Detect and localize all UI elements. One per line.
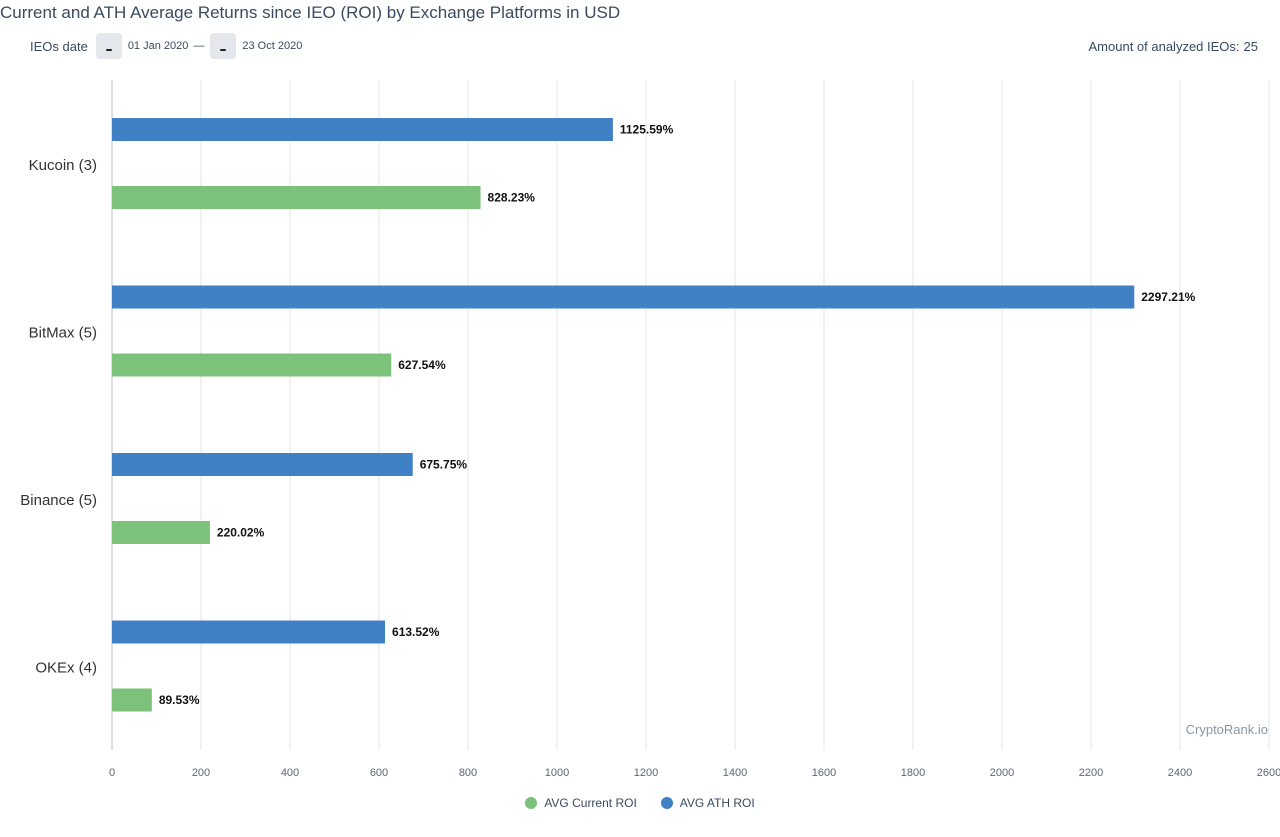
data-label-ath: 675.75%	[420, 458, 468, 472]
legend-dot-current	[525, 797, 538, 809]
legend-label-ath: AVG ATH ROI	[679, 796, 755, 810]
data-label-ath: 2297.21%	[1141, 290, 1195, 304]
category-label: BitMax (5)	[29, 324, 97, 341]
x-tick-label: 400	[281, 767, 299, 779]
bar-current-roi	[112, 186, 481, 209]
x-tick-label: 2600	[1257, 767, 1280, 779]
x-tick-label: 200	[192, 767, 210, 779]
x-tick-label: 1000	[545, 767, 569, 779]
category-label: OKEx (4)	[35, 659, 97, 676]
date-to-value: 23 Oct 2020	[242, 40, 303, 52]
chart-legend: AVG Current ROI AVG ATH ROI	[0, 796, 1280, 810]
analyzed-count-label: Amount of analyzed IEOs:	[1088, 39, 1240, 54]
x-tick-label: 1800	[901, 767, 925, 779]
x-tick-label: 2200	[1079, 767, 1103, 779]
data-label-current: 828.23%	[488, 191, 536, 205]
data-label-ath: 613.52%	[392, 625, 440, 639]
calendar-icon	[105, 49, 112, 51]
bar-ath-roi	[112, 285, 1135, 309]
bar-current-roi	[112, 521, 210, 544]
calendar-icon	[220, 49, 227, 51]
data-label-current: 220.02%	[217, 526, 265, 540]
data-label-ath: 1125.59%	[620, 123, 674, 137]
data-label-current: 627.54%	[398, 358, 446, 372]
x-tick-label: 1600	[812, 767, 836, 779]
x-tick-label: 600	[370, 767, 388, 779]
bar-ath-roi	[112, 453, 413, 476]
bar-current-roi	[112, 688, 152, 712]
x-tick-label: 1400	[723, 767, 747, 779]
date-filter: IEOs date 01 Jan 2020 — 23 Oct 2020	[30, 32, 307, 60]
x-tick-label: 0	[109, 767, 115, 779]
date-separator: —	[193, 40, 205, 52]
bar-current-roi	[112, 353, 392, 377]
x-tick-label: 2000	[990, 767, 1014, 779]
chart-title: Current and ATH Average Returns since IE…	[0, 3, 621, 22]
date-from-value: 01 Jan 2020	[127, 40, 189, 52]
x-tick-label: 800	[459, 767, 477, 779]
date-to-button[interactable]	[210, 33, 237, 59]
x-tick-label: 2400	[1168, 767, 1192, 779]
data-label-current: 89.53%	[159, 693, 200, 707]
credit-watermark: CryptoRank.io	[1185, 722, 1268, 737]
legend-dot-ath	[660, 797, 673, 809]
analyzed-count-value: 25	[1243, 39, 1258, 54]
category-label: Binance (5)	[20, 492, 97, 509]
analyzed-count: Amount of analyzed IEOs: 25	[1089, 39, 1259, 54]
category-label: Kucoin (3)	[29, 157, 97, 174]
bar-ath-roi	[112, 620, 386, 644]
x-tick-label: 1200	[634, 767, 658, 779]
bar-ath-roi	[112, 118, 613, 141]
legend-label-current: AVG Current ROI	[544, 796, 637, 810]
bar-chart: 0 200 400 600 800 1000 1200 1400 1600 1800 2000 220…	[20, 80, 1280, 779]
date-from-button[interactable]	[95, 33, 122, 59]
date-filter-label: IEOs date	[30, 38, 88, 54]
legend-item-ath[interactable]: AVG ATH ROI	[660, 796, 755, 810]
legend-item-current[interactable]: AVG Current ROI	[525, 796, 637, 810]
